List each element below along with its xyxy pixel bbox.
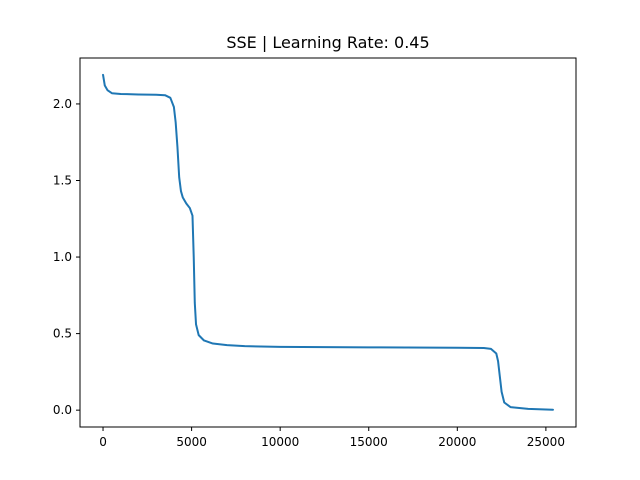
y-tick-label: 1.0 xyxy=(53,250,72,264)
plot-area xyxy=(102,73,554,411)
axes-frame xyxy=(79,57,577,428)
x-tick-label: 0 xyxy=(99,435,107,449)
y-tick-label: 0.0 xyxy=(53,403,72,417)
y-tick-label: 2.0 xyxy=(53,97,72,111)
x-tick-label: 15000 xyxy=(350,435,388,449)
x-tick-label: 10000 xyxy=(261,435,299,449)
x-tick-label: 20000 xyxy=(438,435,476,449)
x-tick-label: 25000 xyxy=(527,435,565,449)
y-tick-label: 0.5 xyxy=(53,327,72,341)
y-tick-label: 1.5 xyxy=(53,173,72,187)
x-axis: 0 5000 10000 15000 20000 25000 xyxy=(99,427,565,449)
series-line-0 xyxy=(102,73,554,411)
x-tick-label: 5000 xyxy=(176,435,207,449)
chart-title: SSE | Learning Rate: 0.45 xyxy=(226,33,429,52)
y-axis: 0.0 0.5 1.0 1.5 2.0 xyxy=(53,97,80,417)
